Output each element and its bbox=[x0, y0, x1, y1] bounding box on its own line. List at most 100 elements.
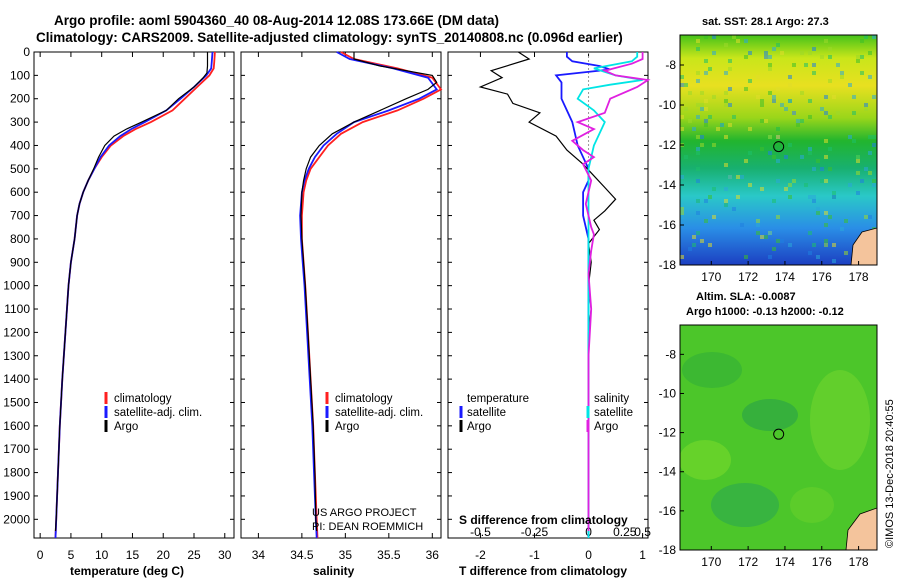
sst-pixel bbox=[688, 247, 692, 251]
sst-pixel bbox=[772, 47, 776, 51]
sst-pixel bbox=[704, 199, 708, 203]
sst-pixel bbox=[712, 215, 716, 219]
lat-tick-label: -12 bbox=[659, 138, 677, 152]
sst-pixel bbox=[692, 243, 696, 247]
sst-pixel bbox=[692, 235, 696, 239]
lat-tick-label: -16 bbox=[659, 504, 677, 518]
series-line-argo bbox=[300, 52, 438, 532]
lon-tick-label: 170 bbox=[701, 555, 721, 569]
sst-pixel bbox=[868, 51, 872, 55]
sst-pixel bbox=[756, 95, 760, 99]
sst-pixel bbox=[872, 179, 876, 183]
sst-pixel bbox=[808, 195, 812, 199]
difference-profile-panel: -2 -1 0 1 -0.5 -0.25 0 0.250.5 S difference fr… bbox=[447, 51, 651, 578]
sst-pixel bbox=[680, 215, 684, 219]
legend-salinity-heading: salinity bbox=[594, 393, 629, 405]
legend-s-argo-label: Argo bbox=[594, 421, 618, 433]
sst-pixel bbox=[696, 135, 700, 139]
salinity-plot-frame bbox=[240, 51, 442, 539]
depth-tick-label: 500 bbox=[10, 162, 30, 176]
sst-pixel bbox=[724, 99, 728, 103]
legend-t-satellite-label: satellite bbox=[467, 407, 506, 419]
sst-pixel bbox=[824, 223, 828, 227]
sst-pixel bbox=[744, 39, 748, 43]
sst-pixel bbox=[700, 91, 704, 95]
salinity-axis-ticks: 34 34.5 35 35.5 36 bbox=[252, 52, 439, 562]
sst-pixel bbox=[760, 99, 764, 103]
sst-pixel bbox=[732, 115, 736, 119]
sst-pixel bbox=[748, 183, 752, 187]
sst-pixel bbox=[868, 135, 872, 139]
sst-pixel bbox=[704, 35, 708, 39]
sst-pixel bbox=[796, 119, 800, 123]
t-difference-axis-ticks: -2 -1 0 1 bbox=[475, 52, 646, 562]
sst-pixel bbox=[764, 51, 768, 55]
land-mass bbox=[850, 227, 877, 265]
sst-pixel bbox=[788, 183, 792, 187]
sst-pixel bbox=[832, 95, 836, 99]
sst-pixel bbox=[784, 155, 788, 159]
sst-pixel bbox=[748, 151, 752, 155]
sst-pixel bbox=[808, 251, 812, 255]
sst-pixel bbox=[872, 35, 876, 39]
legend-satellite-label: satellite-adj. clim. bbox=[335, 407, 423, 419]
sst-pixel bbox=[816, 211, 820, 215]
sst-pixel bbox=[764, 235, 768, 239]
sst-pixel bbox=[828, 115, 832, 119]
sst-pixel bbox=[864, 167, 868, 171]
depth-tick-label: 1700 bbox=[3, 442, 30, 456]
x-tick-label: 15 bbox=[126, 548, 140, 562]
sst-pixel bbox=[856, 59, 860, 63]
argo-float-position-marker bbox=[773, 141, 785, 153]
sst-pixel bbox=[872, 143, 876, 147]
sst-pixel bbox=[692, 127, 696, 131]
x-tick-label: -1 bbox=[529, 548, 540, 562]
sla-anomaly bbox=[682, 352, 742, 388]
sst-pixel bbox=[836, 63, 840, 67]
sst-pixel bbox=[748, 127, 752, 131]
sst-pixel bbox=[756, 231, 760, 235]
sst-pixel bbox=[852, 139, 856, 143]
sst-pixel bbox=[704, 219, 708, 223]
sst-pixel bbox=[804, 183, 808, 187]
depth-tick-label: 700 bbox=[10, 209, 30, 223]
sst-pixel bbox=[768, 231, 772, 235]
salinity-legend: climatology satellite-adj. clim. Argo bbox=[325, 392, 423, 433]
sst-pixel bbox=[696, 179, 700, 183]
sst-pixel bbox=[704, 71, 708, 75]
salinity-axis-label: salinity bbox=[313, 564, 355, 578]
credit-project: US ARGO PROJECT bbox=[312, 507, 417, 519]
lat-tick-label: -10 bbox=[659, 98, 677, 112]
temperature-legend: climatology satellite-adj. clim. Argo bbox=[104, 392, 202, 433]
x-tick-label: 20 bbox=[157, 548, 171, 562]
sst-pixel bbox=[788, 83, 792, 87]
sst-pixel bbox=[696, 79, 700, 83]
sst-pixel bbox=[824, 139, 828, 143]
sst-pixel bbox=[812, 167, 816, 171]
sst-pixel bbox=[808, 51, 812, 55]
x-tick-label: 10 bbox=[95, 548, 109, 562]
sst-pixel bbox=[820, 167, 824, 171]
sst-pixel bbox=[836, 111, 840, 115]
depth-tick-label: 900 bbox=[10, 255, 30, 269]
sst-pixel bbox=[800, 51, 804, 55]
lon-tick-label: 174 bbox=[775, 555, 795, 569]
sst-pixel bbox=[832, 191, 836, 195]
x-tick-label: 35.5 bbox=[377, 548, 401, 562]
sst-pixel bbox=[724, 103, 728, 107]
sst-pixel bbox=[740, 175, 744, 179]
sst-pixel bbox=[824, 39, 828, 43]
sst-map-axes: 170 172 174 176 178 -8 -10 -12 -14 -16 -18 bbox=[659, 58, 869, 284]
sst-pixel bbox=[812, 243, 816, 247]
sst-pixel bbox=[780, 51, 784, 55]
sst-pixel bbox=[748, 79, 752, 83]
sst-pixel bbox=[848, 183, 852, 187]
legend-t-argo-label: Argo bbox=[467, 421, 491, 433]
sst-pixel bbox=[728, 123, 732, 127]
sst-pixel bbox=[828, 167, 832, 171]
sst-pixel bbox=[788, 143, 792, 147]
series-line-satellite-adj-clim- bbox=[54, 51, 214, 539]
sst-pixel bbox=[792, 111, 796, 115]
legend-satellite-label: satellite-adj. clim. bbox=[114, 407, 202, 419]
sst-pixel bbox=[824, 243, 828, 247]
